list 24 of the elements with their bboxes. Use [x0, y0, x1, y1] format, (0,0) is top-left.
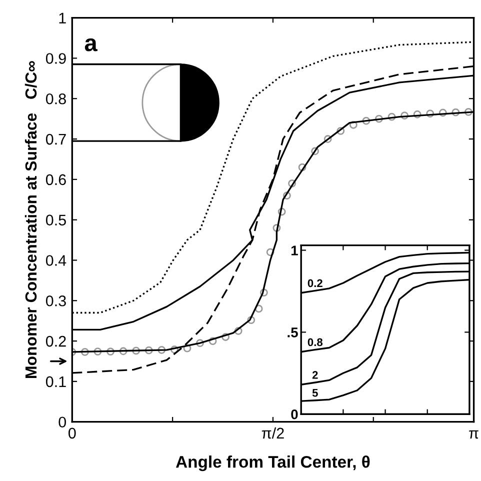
y-tick-label: 0.6 [46, 174, 66, 186]
y-tick-label: 0.8 [46, 93, 66, 104]
x-tick-label: 0 [68, 428, 76, 439]
y-tick-label: 0 [58, 416, 66, 428]
y-tick-label: 0.9 [46, 53, 66, 64]
series-label: 0.2 [308, 279, 322, 288]
y-tick-label: 0.1 [46, 376, 66, 388]
x-tick-label: π [469, 430, 478, 439]
y-tick-label: 0.2 [46, 336, 66, 347]
annotation: a [84, 38, 98, 52]
y-tick-label: 0.4 [46, 255, 66, 266]
y-tick-label: 1 [59, 12, 66, 24]
y-tick-label: 0.7 [46, 134, 66, 145]
series-label: 0.8 [308, 338, 323, 346]
x-axis-title: Angle from Tail Center, θ [176, 456, 370, 472]
y-tick-label: 0 [291, 409, 298, 420]
x-tick-label: π/2 [262, 427, 284, 439]
y-tick-label: 0.5 [46, 214, 66, 226]
y-tick-label: .5 [288, 328, 298, 338]
series-label: 5 [312, 389, 318, 397]
series-label: 2 [312, 371, 318, 379]
y-tick-label: 0.3 [46, 295, 66, 306]
y-axis-title: Monomer Concentration at Surface C/C∞ [24, 61, 37, 378]
y-tick-label: 1 [291, 246, 298, 256]
